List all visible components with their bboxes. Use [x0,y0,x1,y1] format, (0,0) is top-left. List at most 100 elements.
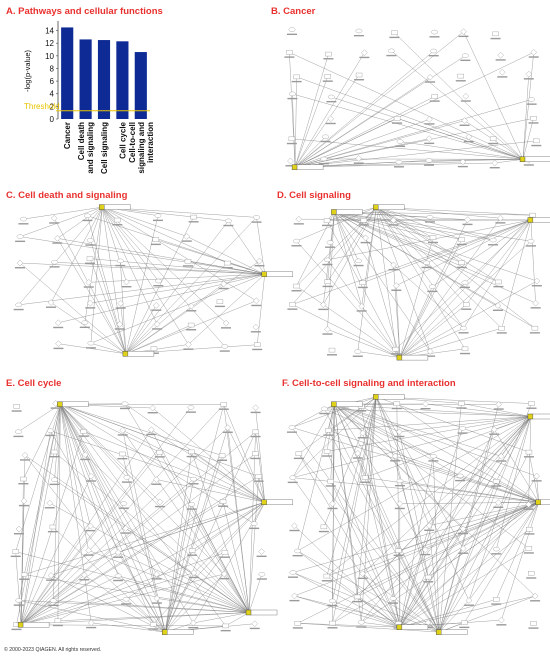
category-label-line: Cell signaling [100,122,109,174]
network-edge [334,211,533,216]
network-node [225,218,232,224]
network-node [526,527,533,532]
network-node-label [325,246,336,248]
bar [97,40,111,120]
network-edge [501,219,532,329]
network-node-label [388,268,399,271]
network-node [324,257,331,263]
network-edge [57,502,265,621]
network-edge [297,416,531,552]
network-node [156,498,164,506]
network-edge [334,404,461,477]
network-node [294,621,302,626]
network-edge [89,258,127,354]
network-node-label [18,483,29,485]
network-edge [248,574,263,613]
network-node [531,325,539,331]
network-edge [223,404,265,503]
network-node [188,302,195,310]
network-node-label [357,577,368,580]
network-node-label [222,267,233,269]
network-node [15,429,22,434]
network-node-label [146,433,157,436]
network-edge [60,404,91,526]
network-node-label [50,407,61,409]
network-node [425,522,433,529]
network-edge [15,551,250,613]
network-node-label [291,290,302,292]
network-node [12,549,19,554]
network-edge [439,452,530,633]
network-node-label [186,508,197,510]
network-node-label [286,142,297,145]
y-axis-label: -log(p-value) [23,49,32,92]
network-edge [297,623,400,628]
network-edge [118,552,166,633]
bar [134,52,147,120]
network-node-label [429,100,440,102]
network-edge [292,502,539,573]
network-node [396,428,403,436]
network-node-label [121,481,132,483]
hub-node [99,204,105,210]
network-edge [376,396,470,601]
network-edge [295,77,431,168]
network-node-label [390,460,401,462]
network-node [291,522,298,530]
network-node-label [13,308,24,311]
network-node-label [325,122,336,125]
network-node-label [392,122,403,124]
network-node [221,570,228,578]
network-edge [361,396,377,623]
network-node [221,344,229,349]
network-edge [334,404,434,457]
network-edge [102,207,225,347]
network-node-label [289,599,300,602]
network-node-label [526,577,537,579]
network-node-label [79,326,90,329]
network-node [525,449,533,455]
network-edge [292,416,531,478]
network-edge [398,416,532,624]
network-edge [60,404,160,453]
network-edge [125,262,228,354]
network-node-label [291,245,302,247]
network-node [153,595,161,602]
network-node [123,475,131,480]
network-node [255,474,262,479]
network-edge [433,456,539,503]
network-edge [334,404,400,432]
network-node [326,240,334,245]
network-edge [362,573,401,628]
category-label: Cancer [63,122,72,149]
network-edge [126,599,166,633]
network-node [252,404,259,412]
network-edge [54,261,265,275]
network-node [49,598,57,603]
network-edge [376,207,536,329]
network-edge [102,206,257,301]
network-node-label [461,308,472,310]
network-edge [399,548,529,628]
network-node [288,425,296,430]
network-node-label [83,286,94,288]
network-edge [323,207,377,305]
network-edge [334,211,362,307]
network-edge [297,404,335,552]
network-edge [362,502,539,574]
network-edge [102,207,127,283]
network-edge [151,429,265,503]
network-node [529,212,536,218]
network-edge [357,596,401,628]
network-node [461,346,469,352]
network-edge [376,396,464,549]
network-node-label [46,306,57,308]
network-edge [165,573,225,633]
network-node [458,260,465,265]
network-node [426,74,434,81]
bar [61,27,74,120]
network-node [116,320,124,328]
network-edge [296,285,400,358]
network-node-label [183,348,194,350]
category-label-line: Cell death [77,122,86,160]
